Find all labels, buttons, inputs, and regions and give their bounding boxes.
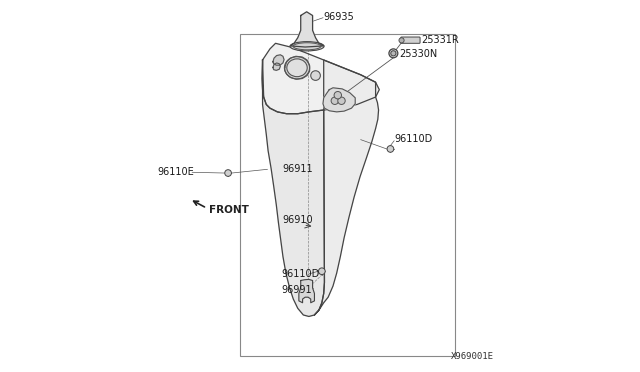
Text: 25331R: 25331R (421, 35, 458, 45)
Text: 96110E: 96110E (157, 167, 194, 177)
Polygon shape (273, 55, 284, 65)
Polygon shape (262, 43, 380, 114)
Circle shape (389, 49, 398, 58)
Polygon shape (285, 56, 310, 79)
Polygon shape (323, 88, 355, 112)
Text: 96935: 96935 (324, 12, 355, 22)
Text: 25330N: 25330N (400, 49, 438, 59)
Text: 96110D: 96110D (394, 134, 433, 144)
Ellipse shape (287, 59, 307, 77)
Circle shape (391, 51, 396, 56)
Circle shape (387, 145, 394, 152)
Circle shape (319, 268, 325, 275)
Polygon shape (273, 63, 280, 70)
Circle shape (338, 97, 345, 105)
Bar (240, 34, 455, 356)
Circle shape (331, 97, 339, 105)
Circle shape (225, 170, 232, 176)
Polygon shape (314, 60, 378, 315)
Text: 96911: 96911 (282, 164, 313, 174)
Polygon shape (299, 279, 314, 303)
Text: 96910: 96910 (282, 215, 313, 225)
Text: FRONT: FRONT (209, 205, 249, 215)
Text: 96991: 96991 (281, 285, 312, 295)
Text: 96110D: 96110D (281, 269, 319, 279)
Circle shape (334, 92, 342, 99)
Circle shape (399, 38, 404, 43)
Polygon shape (291, 12, 324, 47)
Text: X969001E: X969001E (451, 352, 494, 361)
Polygon shape (262, 60, 324, 317)
Ellipse shape (284, 57, 310, 79)
Ellipse shape (290, 42, 324, 51)
Circle shape (311, 71, 321, 80)
FancyBboxPatch shape (401, 37, 420, 43)
